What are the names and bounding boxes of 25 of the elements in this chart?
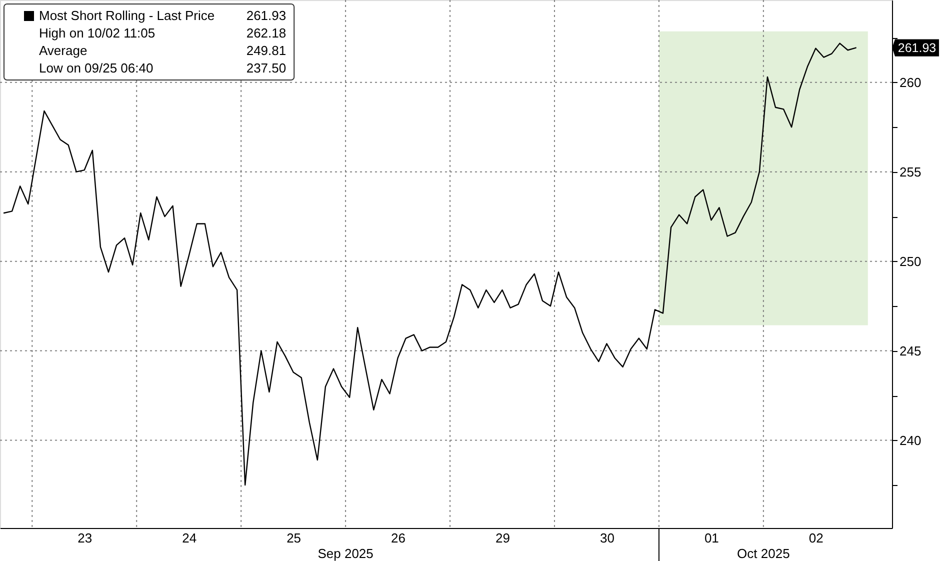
x-tick-label: 25 xyxy=(286,530,302,546)
y-tick-label: 240 xyxy=(900,432,922,448)
x-tick-label: 02 xyxy=(808,530,824,546)
x-tick-label: 30 xyxy=(600,530,614,546)
y-tick-label: 255 xyxy=(900,164,922,180)
x-tick-label: 24 xyxy=(182,530,197,546)
annotation: 249.81 xyxy=(246,43,286,58)
x-tick-label: 23 xyxy=(78,530,92,546)
x-tick-label: 26 xyxy=(391,530,406,546)
y-tick-label: 245 xyxy=(900,343,922,358)
legend-label: Most Short Rolling - Last Price xyxy=(39,8,215,23)
annotation: Average xyxy=(39,43,88,58)
annotation: 261.93 xyxy=(246,8,286,23)
y-tick-label: 260 xyxy=(900,74,922,90)
annotation: High on 10/02 11:05 xyxy=(39,26,156,40)
text: 261.93 xyxy=(898,40,936,55)
annotation: 262.18 xyxy=(246,26,286,40)
annotation: Low on 09/25 06:40 xyxy=(39,60,154,76)
x-tick-label: 29 xyxy=(496,530,510,546)
x-tick-label: 01 xyxy=(704,530,719,546)
annotation: 237.50 xyxy=(246,60,286,76)
text: Oct 2025 xyxy=(737,546,790,561)
y-tick-label: 250 xyxy=(900,254,922,269)
line-series xyxy=(3,42,856,486)
text: Sep 2025 xyxy=(318,546,374,561)
